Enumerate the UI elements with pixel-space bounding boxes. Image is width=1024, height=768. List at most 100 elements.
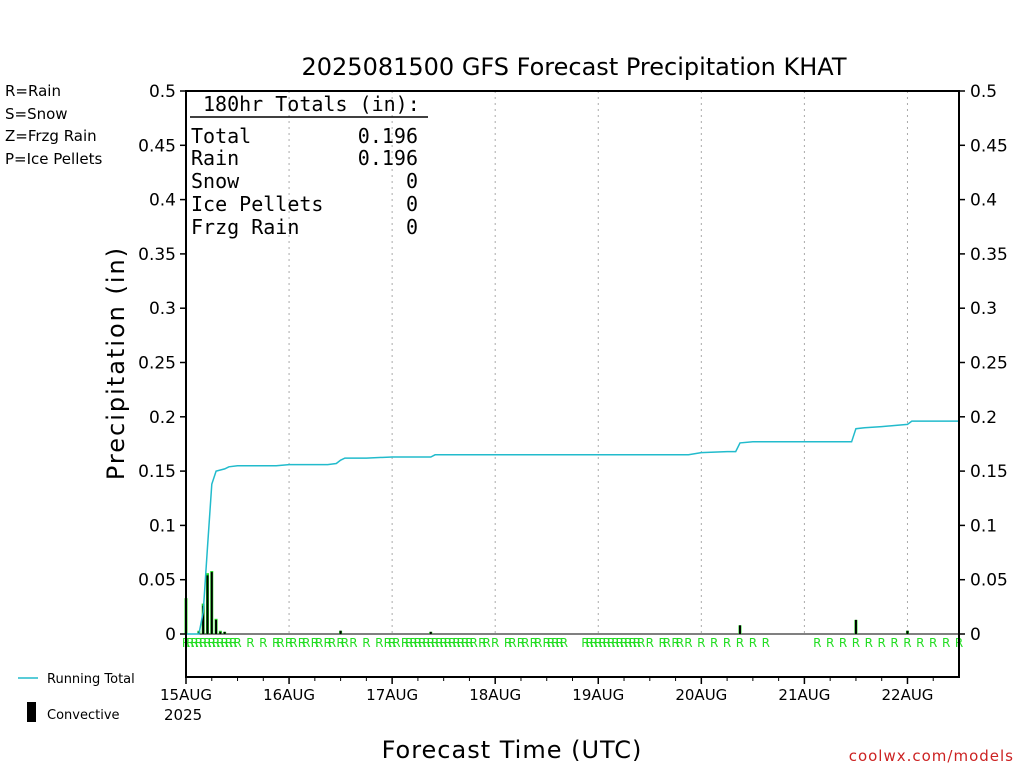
convective-bar bbox=[206, 575, 209, 634]
rain-marker: R bbox=[890, 636, 898, 650]
rain-marker: R bbox=[929, 636, 937, 650]
y-tick-label-left: 0.05 bbox=[138, 571, 176, 591]
rain-marker: R bbox=[551, 636, 559, 650]
totals-label-total: Total bbox=[191, 124, 251, 148]
rain-marker: R bbox=[586, 636, 594, 650]
rain-marker: R bbox=[916, 636, 924, 650]
totals-value-rain: 0.196 bbox=[358, 146, 418, 170]
rain-marker: R bbox=[439, 636, 447, 650]
rain-marker: R bbox=[341, 636, 349, 650]
convective-bar bbox=[210, 572, 213, 634]
rain-marker: R bbox=[633, 636, 641, 650]
y-tick-label-right: 0 bbox=[970, 625, 981, 645]
rain-marker: R bbox=[560, 636, 568, 650]
rain-marker: R bbox=[199, 636, 207, 650]
plot-frame bbox=[185, 90, 960, 678]
x-ticks: 15AUG 16AUG 17AUG 18AUG 19AUG 20AUG 21AUG 22AUG bbox=[160, 677, 934, 704]
y-tick-label-right: 0.5 bbox=[970, 82, 997, 102]
rain-marker: R bbox=[534, 636, 542, 650]
rain-marker: R bbox=[401, 636, 409, 650]
precip-bars bbox=[184, 571, 909, 634]
rain-marker: R bbox=[311, 636, 319, 650]
rain-marker: R bbox=[671, 636, 679, 650]
y-ticks-right: 0 0.05 0.1 0.15 0.2 0.25 0.3 0.35 0.4 0.45 0.5 bbox=[959, 82, 1008, 645]
rain-marker: R bbox=[620, 636, 628, 650]
y-tick-label-left: 0 bbox=[165, 625, 176, 645]
rain-marker: R bbox=[555, 636, 563, 650]
rain-marker: R bbox=[190, 636, 198, 650]
convective-bar bbox=[219, 631, 222, 634]
rain-marker: R bbox=[233, 636, 241, 650]
y-tick-label-right: 0.15 bbox=[970, 462, 1008, 482]
convective-legend-swatch bbox=[27, 702, 36, 722]
totals-value-snow: 0 bbox=[406, 169, 418, 193]
running-total-line bbox=[186, 420, 959, 635]
x-tick-label: 17AUG bbox=[366, 686, 418, 704]
convective-bar bbox=[202, 605, 205, 634]
convective-bar bbox=[854, 619, 857, 634]
x-tick-label: 18AUG bbox=[469, 686, 521, 704]
rain-marker: R bbox=[427, 636, 435, 650]
rain-marker: R bbox=[289, 636, 297, 650]
rain-marker: R bbox=[302, 636, 310, 650]
totals-label-rain: Rain bbox=[191, 146, 239, 170]
rain-marker: R bbox=[328, 636, 336, 650]
legend-snow: S=Snow bbox=[5, 105, 68, 123]
precip-type-legend: R=Rain S=Snow Z=Frzg Rain P=Ice Pellets bbox=[5, 82, 102, 168]
rain-marker: R bbox=[186, 636, 194, 650]
rain-marker: R bbox=[663, 636, 671, 650]
rain-marker: R bbox=[478, 636, 486, 650]
convective-bar bbox=[906, 630, 909, 634]
y-tick-label-right: 0.4 bbox=[970, 191, 997, 211]
y-tick-label-right: 0.45 bbox=[970, 136, 1008, 156]
rain-marker: R bbox=[336, 636, 344, 650]
y-tick-label-left: 0.25 bbox=[138, 354, 176, 374]
rain-marker: R bbox=[611, 636, 619, 650]
rain-marker: R bbox=[285, 636, 293, 650]
rain-marker: R bbox=[212, 636, 220, 650]
rain-marker: R bbox=[878, 636, 886, 650]
rain-marker: R bbox=[646, 636, 654, 650]
rain-marker: R bbox=[504, 636, 512, 650]
rain-marker: R bbox=[521, 636, 529, 650]
y-tick-label-left: 0.1 bbox=[149, 516, 176, 536]
y-tick-label-left: 0.45 bbox=[138, 136, 176, 156]
rain-marker: R bbox=[482, 636, 490, 650]
rain-marker: R bbox=[508, 636, 516, 650]
convective-bar bbox=[429, 631, 432, 634]
rain-marker: R bbox=[607, 636, 615, 650]
rain-marker: R bbox=[392, 636, 400, 650]
rain-marker: R bbox=[220, 636, 228, 650]
rain-marker: R bbox=[594, 636, 602, 650]
x-tick-label: 20AUG bbox=[675, 686, 727, 704]
rain-marker: R bbox=[457, 636, 465, 650]
rain-marker: R bbox=[590, 636, 598, 650]
rain-marker: R bbox=[813, 636, 821, 650]
rain-marker: R bbox=[298, 636, 306, 650]
rain-marker: R bbox=[203, 636, 211, 650]
convective-bar bbox=[215, 619, 218, 634]
rain-marker: R bbox=[195, 636, 203, 650]
rain-marker: R bbox=[852, 636, 860, 650]
y-tick-label-left: 0.2 bbox=[149, 408, 176, 428]
rain-marker: R bbox=[276, 636, 284, 650]
rain-marker: R bbox=[405, 636, 413, 650]
rain-marker: R bbox=[676, 636, 684, 650]
rain-marker: R bbox=[491, 636, 499, 650]
chart-title: 2025081500 GFS Forecast Precipitation KH… bbox=[302, 53, 847, 81]
rain-marker: R bbox=[723, 636, 731, 650]
rain-marker: R bbox=[530, 636, 538, 650]
totals-label-frzg-rain: Frzg Rain bbox=[191, 215, 299, 239]
rain-marker: R bbox=[598, 636, 606, 650]
rain-marker: R bbox=[903, 636, 911, 650]
y-tick-label-right: 0.3 bbox=[970, 299, 997, 319]
rain-marker: R bbox=[272, 636, 280, 650]
y-tick-label-right: 0.05 bbox=[970, 571, 1008, 591]
y-tick-label-right: 0.35 bbox=[970, 245, 1008, 265]
x-tick-label: 19AUG bbox=[572, 686, 624, 704]
rain-marker: R bbox=[384, 636, 392, 650]
rain-marker: R bbox=[362, 636, 370, 650]
rain-marker: R bbox=[543, 636, 551, 650]
year-label: 2025 bbox=[164, 706, 202, 724]
